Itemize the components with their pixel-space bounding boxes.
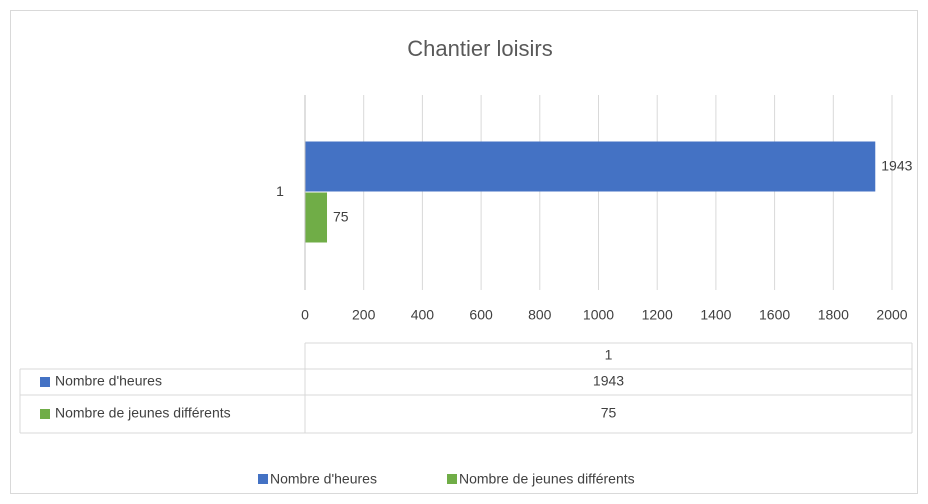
legend-key: [447, 474, 457, 484]
data-label: 75: [333, 209, 349, 225]
table-series-name: Nombre de jeunes différents: [55, 405, 231, 421]
chart-border: [10, 10, 918, 494]
table-series-name: Nombre d'heures: [55, 373, 162, 389]
chart-title: Chantier loisirs: [407, 36, 553, 61]
bar: [305, 192, 328, 243]
data-label: 1943: [881, 158, 912, 174]
legend-label: Nombre d'heures: [270, 471, 377, 487]
x-tick-label: 600: [469, 307, 493, 323]
table-header: 1: [605, 347, 613, 363]
table-value: 1943: [593, 373, 624, 389]
legend-key: [258, 474, 268, 484]
x-tick-label: 1600: [759, 307, 790, 323]
x-tick-label: 0: [301, 307, 309, 323]
x-tick-label: 1000: [583, 307, 614, 323]
x-tick-label: 200: [352, 307, 376, 323]
table-key: [40, 409, 50, 419]
table-key: [40, 377, 50, 387]
y-tick-label: 1: [276, 183, 284, 199]
x-tick-label: 2000: [876, 307, 907, 323]
x-tick-label: 1200: [642, 307, 673, 323]
bar: [305, 141, 876, 192]
x-tick-label: 400: [411, 307, 435, 323]
table-value: 75: [601, 405, 617, 421]
x-tick-label: 1800: [818, 307, 849, 323]
x-tick-label: 800: [528, 307, 552, 323]
legend-label: Nombre de jeunes différents: [459, 471, 635, 487]
x-tick-label: 1400: [700, 307, 731, 323]
